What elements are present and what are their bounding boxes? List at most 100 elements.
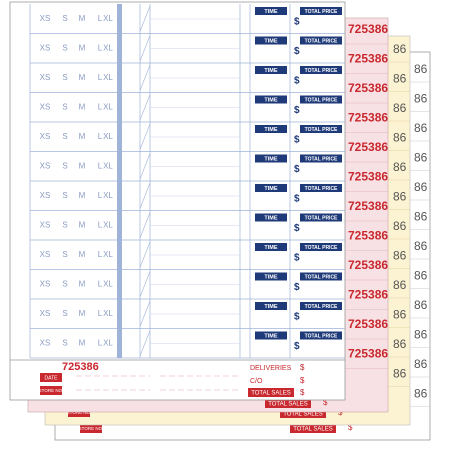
size-label: S	[62, 103, 67, 112]
size-label: XL	[103, 132, 113, 141]
size-label: L	[98, 132, 103, 141]
size-label: S	[62, 339, 67, 348]
ticket-suffix: 86	[393, 131, 407, 145]
ticket-number: 725386	[348, 347, 388, 361]
total-sales-box	[290, 424, 336, 433]
time-label: TIME	[264, 333, 277, 339]
slash	[139, 94, 151, 121]
time-label: TIME	[264, 9, 277, 15]
time-box	[255, 302, 287, 310]
time-box	[255, 331, 287, 340]
time-box	[255, 213, 287, 222]
total-sales-box	[280, 409, 326, 418]
size-label: M	[79, 162, 86, 171]
slash	[139, 182, 151, 209]
size-label: L	[98, 103, 103, 112]
size-label: XS	[40, 44, 51, 53]
size-label: L	[98, 339, 103, 348]
ticket-number: 725386	[62, 361, 99, 373]
ticket-number: 725386	[348, 140, 388, 154]
slash	[139, 300, 151, 327]
time-box	[255, 36, 287, 45]
size-label: XS	[40, 250, 51, 259]
store-no: STORE NO.	[79, 426, 104, 431]
size-label: M	[79, 250, 86, 259]
time-box	[255, 272, 287, 281]
front-sheet	[9, 1, 346, 401]
ticket-number: 725386	[348, 229, 388, 243]
currency: $	[323, 398, 328, 407]
total-sales-box	[248, 388, 294, 397]
slash	[139, 330, 151, 357]
total-price-box	[300, 243, 342, 251]
ticket-suffix: 86	[414, 151, 428, 165]
ticket-suffix: 86	[414, 62, 428, 76]
size-label: XL	[103, 339, 113, 348]
ticket-number: 725386	[348, 81, 388, 95]
size-label: XS	[40, 14, 51, 23]
ticket-suffix: 86	[393, 42, 407, 56]
total-price-label: TOTAL PRICE	[305, 127, 338, 133]
size-label: M	[79, 44, 86, 53]
size-label: XS	[40, 280, 51, 289]
ticket-number: 725386	[348, 258, 388, 272]
size-label: M	[79, 132, 86, 141]
total-price-label: TOTAL PRICE	[305, 304, 338, 310]
ticket-suffix: 86	[393, 278, 407, 292]
ticket-suffix: 86	[393, 308, 407, 322]
size-label: XS	[40, 309, 51, 318]
currency: $	[294, 282, 300, 293]
total-price-box	[300, 302, 342, 310]
size-label: XL	[103, 280, 113, 289]
size-label: L	[98, 44, 103, 53]
total-price-label: TOTAL PRICE	[305, 68, 338, 74]
total-price-label: TOTAL PRICE	[305, 38, 338, 44]
size-label: L	[98, 162, 103, 171]
size-label: S	[62, 250, 67, 259]
ticket-suffix: 86	[414, 298, 428, 312]
size-label: XL	[103, 309, 113, 318]
ticket-suffix: 86	[414, 210, 428, 224]
size-label: XS	[40, 132, 51, 141]
total-price-label: TOTAL PRICE	[305, 97, 338, 103]
total-price-label: TOTAL PRICE	[305, 9, 338, 15]
currency: $	[294, 76, 300, 87]
total-sales: TOTAL SALES	[293, 427, 333, 433]
size-label: M	[79, 73, 86, 82]
currency: $	[294, 223, 300, 234]
size-label: S	[62, 221, 67, 230]
size-label: S	[62, 162, 67, 171]
size-label: L	[98, 280, 103, 289]
currency: $	[294, 17, 300, 28]
total-price-label: TOTAL PRICE	[305, 245, 338, 251]
store-no: STORE NO.	[39, 388, 64, 393]
slash	[139, 64, 151, 91]
total-sales: TOTAL SALES	[283, 412, 323, 418]
time-box	[255, 184, 287, 192]
time-label: TIME	[264, 186, 277, 192]
total-sales-box	[265, 399, 311, 408]
size-label: XS	[40, 221, 51, 230]
ticket-suffix: 86	[393, 367, 407, 381]
currency: $	[294, 105, 300, 116]
size-label: L	[98, 250, 103, 259]
time-label: TIME	[264, 97, 277, 103]
currency: $	[294, 341, 300, 352]
size-label: S	[62, 132, 67, 141]
size-label: S	[62, 309, 67, 318]
ticket-number: 725386	[348, 170, 388, 184]
currency: $	[300, 363, 305, 372]
size-label: M	[79, 309, 86, 318]
slash	[139, 35, 151, 62]
size-label: M	[79, 103, 86, 112]
time-label: TIME	[264, 215, 277, 221]
size-label: S	[62, 44, 67, 53]
total-price-box	[300, 125, 342, 133]
size-label: M	[79, 14, 86, 23]
ticket-suffix: 86	[414, 269, 428, 283]
total-price-box	[300, 66, 342, 74]
slash	[139, 123, 151, 150]
time-box	[255, 95, 287, 104]
time-label: TIME	[264, 274, 277, 280]
